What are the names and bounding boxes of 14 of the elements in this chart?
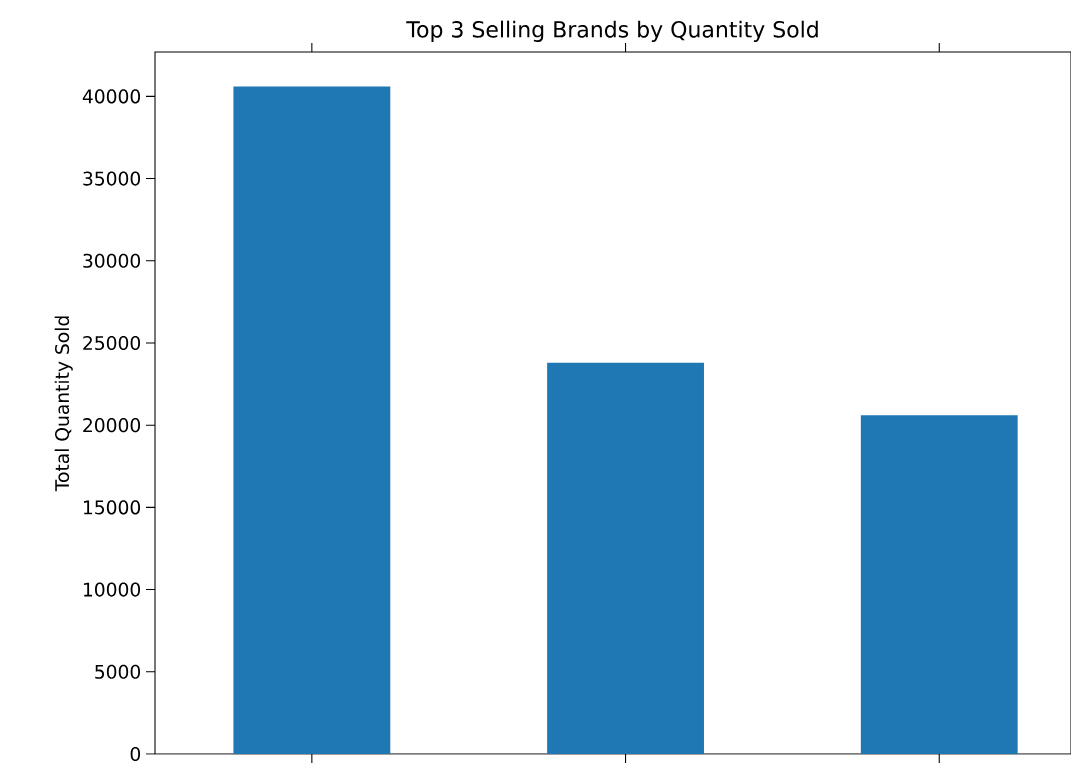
y-tick-label: 5000 (95, 664, 141, 679)
y-tick-label: 0 (130, 746, 141, 762)
bar (860, 415, 1018, 754)
y-tick-label: 10000 (83, 582, 141, 597)
y-tick-label: 20000 (83, 418, 141, 433)
y-axis-title: Total Quantity Sold (54, 316, 73, 492)
bar (233, 86, 391, 754)
y-tick-label: 30000 (83, 253, 141, 268)
y-tick-label: 40000 (82, 89, 141, 104)
y-tick-label: 35000 (83, 171, 141, 186)
bar (547, 362, 704, 754)
y-tick-label: 25000 (83, 335, 141, 351)
chart-title: Top 3 Selling Brands by Quantity Sold (406, 20, 818, 42)
y-tick-label: 15000 (83, 500, 141, 515)
